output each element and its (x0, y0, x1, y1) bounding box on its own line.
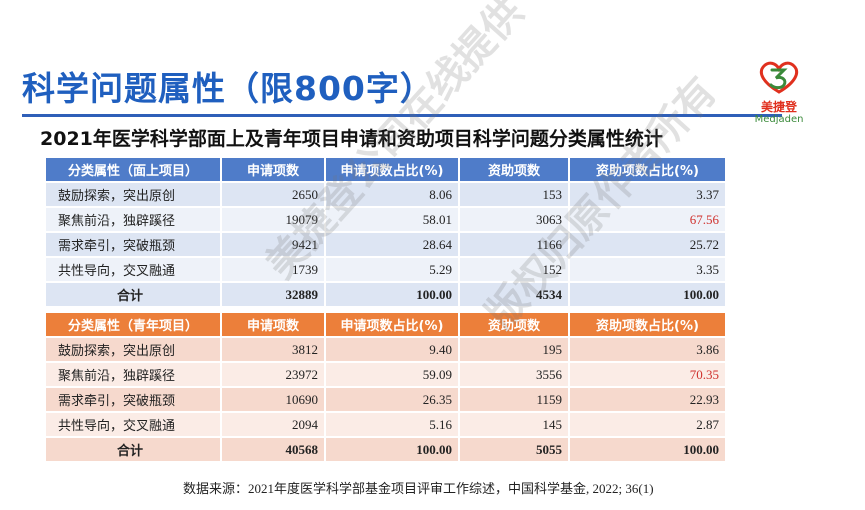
header-category: 分类属性（面上项目） (46, 158, 222, 183)
medjaden-logo-icon (759, 61, 799, 94)
total-fund-pct: 100.00 (570, 438, 727, 463)
fund-pct-cell: 3.37 (570, 183, 727, 208)
data-source-note: 数据来源：2021年度医学科学部基金项目评审工作综述，中国科学基金, 2022;… (183, 481, 654, 496)
total-label: 合计 (46, 283, 222, 308)
youth-project-table: 分类属性（青年项目） 申请项数 申请项数占比(%) 资助项数 资助项数占比(%)… (46, 313, 727, 463)
apply-pct-cell: 5.16 (326, 413, 460, 438)
apply-count-cell: 1739 (222, 258, 326, 283)
apply-count-cell: 23972 (222, 363, 326, 388)
apply-count-cell: 2094 (222, 413, 326, 438)
table-row: 聚焦前沿，独辟蹊径 23972 59.09 3556 70.35 (46, 363, 727, 388)
table-row: 鼓励探索，突出原创 3812 9.40 195 3.86 (46, 338, 727, 363)
apply-pct-cell: 59.09 (326, 363, 460, 388)
total-apply-count: 40568 (222, 438, 326, 463)
table-total-row: 合计 40568 100.00 5055 100.00 (46, 438, 727, 463)
header-apply-pct: 申请项数占比(%) (326, 313, 460, 338)
fund-count-cell: 145 (460, 413, 570, 438)
header-fund-pct: 资助项数占比(%) (570, 158, 727, 183)
total-apply-pct: 100.00 (326, 438, 460, 463)
fund-count-cell: 3556 (460, 363, 570, 388)
header-fund-pct: 资助项数占比(%) (570, 313, 727, 338)
category-cell: 聚焦前沿，独辟蹊径 (46, 208, 222, 233)
fund-pct-cell-highlight: 67.56 (570, 208, 727, 233)
table-row: 需求牵引，突破瓶颈 10690 26.35 1159 22.93 (46, 388, 727, 413)
category-cell: 共性导向，交叉融通 (46, 258, 222, 283)
apply-count-cell: 19079 (222, 208, 326, 233)
fund-count-cell: 1159 (460, 388, 570, 413)
table-row: 共性导向，交叉融通 1739 5.29 152 3.35 (46, 258, 727, 283)
category-cell: 共性导向，交叉融通 (46, 413, 222, 438)
slide-title: 科学问题属性（限800字） (22, 69, 434, 108)
header-apply-count: 申请项数 (222, 158, 326, 183)
fund-pct-cell: 3.35 (570, 258, 727, 283)
apply-pct-cell: 5.29 (326, 258, 460, 283)
total-label: 合计 (46, 438, 222, 463)
table-total-row: 合计 32889 100.00 4534 100.00 (46, 283, 727, 308)
category-cell: 需求牵引，突破瓶颈 (46, 233, 222, 258)
logo-text-cn: 美捷登 (760, 100, 797, 114)
total-fund-pct: 100.00 (570, 283, 727, 308)
apply-pct-cell: 8.06 (326, 183, 460, 208)
fund-count-cell: 195 (460, 338, 570, 363)
fund-count-cell: 153 (460, 183, 570, 208)
logo: 美捷登 Medjaden (748, 58, 810, 126)
total-fund-count: 4534 (460, 283, 570, 308)
apply-pct-cell: 26.35 (326, 388, 460, 413)
apply-pct-cell: 28.64 (326, 233, 460, 258)
category-cell: 鼓励探索，突出原创 (46, 338, 222, 363)
fund-pct-cell: 2.87 (570, 413, 727, 438)
fund-pct-cell: 25.72 (570, 233, 727, 258)
table-row: 共性导向，交叉融通 2094 5.16 145 2.87 (46, 413, 727, 438)
fund-count-cell: 3063 (460, 208, 570, 233)
apply-count-cell: 2650 (222, 183, 326, 208)
header-fund-count: 资助项数 (460, 313, 570, 338)
total-fund-count: 5055 (460, 438, 570, 463)
apply-count-cell: 9421 (222, 233, 326, 258)
header-category: 分类属性（青年项目） (46, 313, 222, 338)
category-cell: 需求牵引，突破瓶颈 (46, 388, 222, 413)
apply-count-cell: 3812 (222, 338, 326, 363)
category-cell: 鼓励探索，突出原创 (46, 183, 222, 208)
total-apply-pct: 100.00 (326, 283, 460, 308)
fund-pct-cell-highlight: 70.35 (570, 363, 727, 388)
table-subtitle: 2021年医学科学部面上及青年项目申请和资助项目科学问题分类属性统计 (40, 128, 663, 150)
table-row: 鼓励探索，突出原创 2650 8.06 153 3.37 (46, 183, 727, 208)
table-header-row: 分类属性（青年项目） 申请项数 申请项数占比(%) 资助项数 资助项数占比(%) (46, 313, 727, 338)
general-project-table: 分类属性（面上项目） 申请项数 申请项数占比(%) 资助项数 资助项数占比(%)… (46, 158, 727, 308)
apply-pct-cell: 58.01 (326, 208, 460, 233)
fund-pct-cell: 3.86 (570, 338, 727, 363)
header-fund-count: 资助项数 (460, 158, 570, 183)
title-underline (22, 114, 782, 117)
table-header-row: 分类属性（面上项目） 申请项数 申请项数占比(%) 资助项数 资助项数占比(%) (46, 158, 727, 183)
fund-pct-cell: 22.93 (570, 388, 727, 413)
fund-count-cell: 1166 (460, 233, 570, 258)
header-apply-pct: 申请项数占比(%) (326, 158, 460, 183)
apply-count-cell: 10690 (222, 388, 326, 413)
total-apply-count: 32889 (222, 283, 326, 308)
table-row: 聚焦前沿，独辟蹊径 19079 58.01 3063 67.56 (46, 208, 727, 233)
apply-pct-cell: 9.40 (326, 338, 460, 363)
logo-text-en: Medjaden (754, 114, 804, 125)
fund-count-cell: 152 (460, 258, 570, 283)
table-row: 需求牵引，突破瓶颈 9421 28.64 1166 25.72 (46, 233, 727, 258)
header-apply-count: 申请项数 (222, 313, 326, 338)
category-cell: 聚焦前沿，独辟蹊径 (46, 363, 222, 388)
